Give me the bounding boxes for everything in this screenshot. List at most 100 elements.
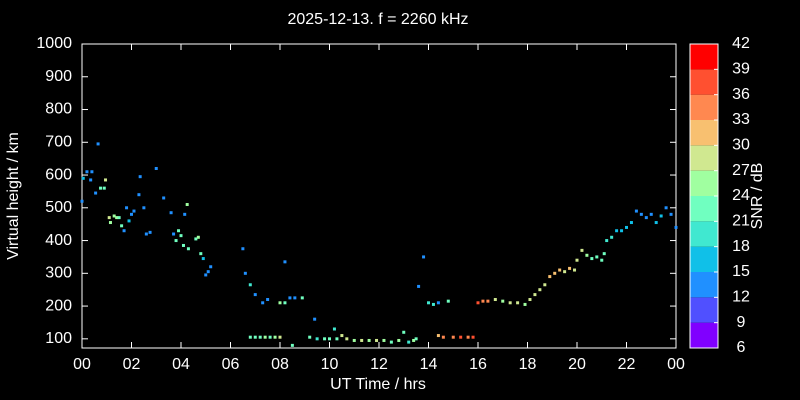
point — [243, 271, 247, 275]
point — [268, 335, 272, 339]
point — [288, 296, 292, 300]
point — [181, 243, 185, 247]
point — [248, 335, 252, 339]
y-tick-label: 400 — [45, 232, 72, 249]
point — [538, 288, 542, 292]
point — [427, 301, 430, 305]
point — [179, 234, 183, 238]
colorbar-tick-label: 24 — [732, 187, 750, 204]
x-axis-label: UT Time / hrs — [330, 376, 426, 393]
point — [186, 247, 190, 251]
colorbar-tick-label: 36 — [732, 86, 750, 103]
plot-frame — [81, 43, 677, 349]
x-tick-label: 06 — [222, 356, 240, 373]
point — [595, 255, 599, 259]
point — [127, 219, 131, 223]
point — [104, 178, 108, 182]
point — [625, 225, 628, 229]
point — [266, 298, 270, 302]
y-tick-label: 1000 — [36, 35, 72, 52]
colorbar-tick-label: 42 — [732, 35, 750, 52]
point — [185, 203, 189, 207]
point — [615, 229, 619, 233]
point — [278, 301, 282, 305]
point — [172, 232, 176, 236]
point — [241, 247, 245, 251]
point — [290, 343, 294, 347]
point — [144, 232, 148, 236]
colorbar-tick-label: 6 — [737, 339, 746, 356]
colorbar-band — [690, 246, 718, 272]
colorbar-band — [690, 94, 718, 120]
y-tick-label: 300 — [45, 265, 72, 282]
colorbar-tick-label: 12 — [732, 289, 750, 306]
colorbar-tick-label: 15 — [732, 263, 750, 280]
point — [148, 230, 152, 234]
point — [308, 335, 312, 339]
point — [130, 212, 133, 216]
point — [436, 334, 440, 338]
point — [402, 330, 406, 334]
x-tick-label: 00 — [667, 356, 685, 373]
colorbar-tick-label: 18 — [732, 238, 750, 255]
point — [345, 337, 349, 341]
point — [315, 337, 319, 341]
colorbar-band — [690, 272, 718, 298]
point — [659, 214, 663, 218]
point — [459, 335, 463, 339]
point — [196, 235, 200, 239]
point — [375, 338, 379, 342]
point — [664, 206, 668, 210]
point — [253, 293, 257, 297]
point — [639, 212, 643, 216]
point — [580, 248, 584, 252]
point — [323, 337, 327, 341]
colorbar-tick-label: 33 — [732, 111, 750, 128]
point — [278, 335, 282, 339]
point — [108, 221, 112, 225]
point — [575, 258, 579, 262]
colorbar-tick-label: 9 — [737, 314, 746, 331]
point — [669, 212, 673, 216]
y-tick-label: 700 — [45, 133, 72, 150]
x-tick-label: 02 — [123, 356, 141, 373]
point — [328, 337, 331, 341]
point — [99, 186, 103, 190]
y-tick-label: 900 — [45, 68, 72, 85]
point — [102, 186, 106, 190]
point — [283, 260, 287, 264]
point — [283, 301, 287, 305]
point — [644, 216, 648, 220]
point — [115, 216, 119, 220]
colorbar-band — [690, 69, 718, 95]
x-tick-label: 18 — [519, 356, 537, 373]
point — [142, 206, 146, 210]
point — [360, 338, 364, 342]
point — [332, 327, 336, 331]
point — [107, 216, 111, 220]
point — [112, 214, 116, 218]
point — [466, 335, 470, 339]
point — [389, 340, 393, 344]
x-tick-label: 00 — [73, 356, 91, 373]
point — [273, 335, 277, 339]
x-tick-label: 14 — [420, 356, 438, 373]
point — [523, 302, 527, 306]
colorbar-tick-label: 39 — [732, 61, 750, 78]
point — [340, 334, 344, 338]
x-tick-label: 04 — [172, 356, 190, 373]
point — [476, 301, 480, 305]
point — [174, 239, 178, 243]
point — [585, 253, 589, 257]
point — [204, 273, 208, 277]
colorbar-label: SNR / dB — [749, 163, 766, 230]
point — [367, 338, 371, 342]
point — [446, 299, 450, 303]
point — [501, 299, 505, 303]
point — [436, 301, 440, 305]
x-tick-label: 12 — [370, 356, 388, 373]
point — [89, 178, 93, 182]
x-tick-label: 22 — [618, 356, 636, 373]
point — [516, 301, 520, 305]
point — [573, 268, 577, 272]
